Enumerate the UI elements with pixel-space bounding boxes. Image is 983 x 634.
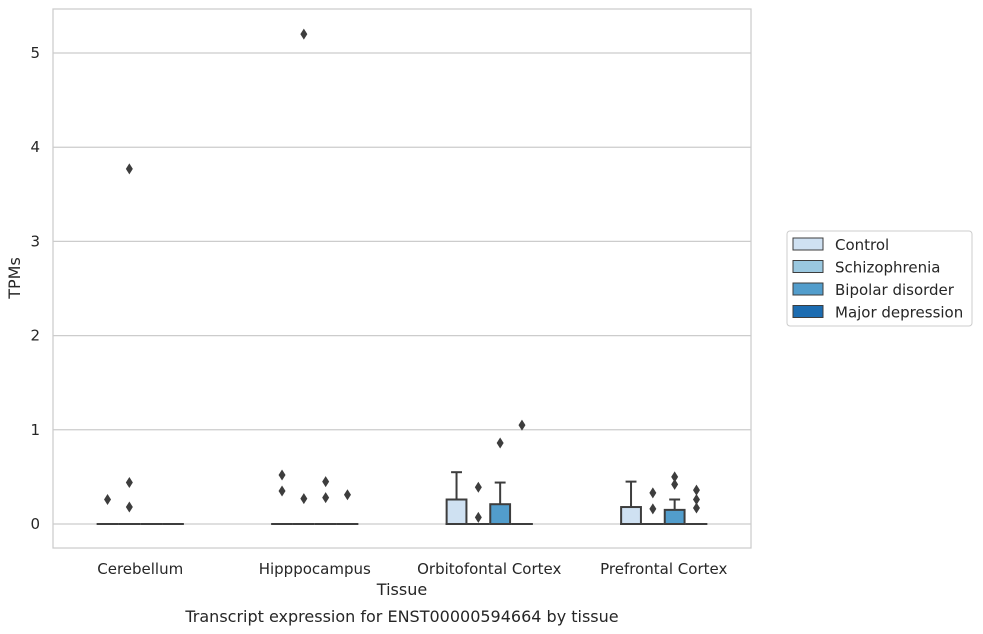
box [620, 506, 642, 526]
outlier-point [278, 469, 286, 481]
outlier-point [278, 485, 286, 497]
box [489, 503, 512, 525]
x-tick-labels: Cerebellum Hipppocampus Orbitofontal Corte… [97, 560, 727, 578]
outlier-point [125, 501, 133, 513]
outlier-point [104, 494, 112, 506]
outlier-point [300, 493, 308, 505]
outlier-point [300, 28, 308, 40]
outlier-point [343, 489, 351, 501]
outlier-point [496, 437, 504, 449]
y-tick-label: 0 [30, 515, 40, 533]
legend-item: Control [792, 236, 889, 254]
legend-label: Bipolar disorder [835, 281, 955, 299]
legend-item: Bipolar disorder [792, 281, 955, 299]
outlier-point [649, 503, 657, 515]
legend-swatch [792, 260, 824, 273]
figure-caption: Transcript expression for ENST0000059466… [184, 607, 618, 626]
outlier-point [692, 494, 700, 506]
y-tick-label: 3 [30, 232, 40, 250]
y-tick-labels: 0 1 2 3 4 5 [30, 44, 40, 533]
y-axis-title: TPMs [5, 257, 24, 300]
outlier-point [125, 163, 133, 175]
outlier-points [104, 28, 700, 523]
y-tick-label: 5 [30, 44, 40, 62]
y-tick-label: 1 [30, 421, 40, 439]
box [663, 508, 686, 525]
x-tick-label: Cerebellum [97, 560, 183, 578]
legend-item: Schizophrenia [792, 259, 940, 277]
legend-frame [786, 230, 973, 327]
x-tick-label: Hipppocampus [259, 560, 371, 578]
outlier-point [649, 487, 657, 499]
legend-label: Control [835, 236, 889, 254]
outlier-point [474, 481, 482, 493]
y-tick-label: 4 [30, 138, 40, 156]
box-plot [489, 481, 512, 525]
box-plots [96, 471, 708, 526]
x-tick-label: Orbitofontal Cortex [417, 560, 561, 578]
legend: Control Schizophrenia Bipolar disorder Majo… [786, 230, 973, 327]
legend-label: Major depression [835, 304, 963, 322]
outlier-point [322, 492, 330, 504]
outlier-point [474, 511, 482, 523]
legend-swatch [792, 305, 824, 318]
outlier-point [692, 502, 700, 514]
plot-area-frame [52, 8, 752, 549]
gridlines [53, 52, 751, 525]
box-plot [445, 471, 468, 525]
outlier-point [692, 484, 700, 496]
box-plot [620, 480, 642, 526]
legend-swatch [792, 282, 824, 296]
box-plot [663, 498, 686, 525]
y-tick-label: 2 [30, 327, 40, 345]
x-axis-title: Tissue [376, 580, 427, 599]
outlier-point [518, 419, 526, 431]
box [445, 498, 468, 525]
legend-item: Major depression [792, 304, 963, 322]
legend-label: Schizophrenia [835, 259, 940, 277]
legend-swatch [792, 237, 824, 251]
outlier-point [671, 478, 679, 490]
outlier-point [125, 477, 133, 489]
outlier-point [671, 471, 679, 483]
outlier-point [322, 476, 330, 488]
x-tick-label: Prefrontal Cortex [600, 560, 727, 578]
